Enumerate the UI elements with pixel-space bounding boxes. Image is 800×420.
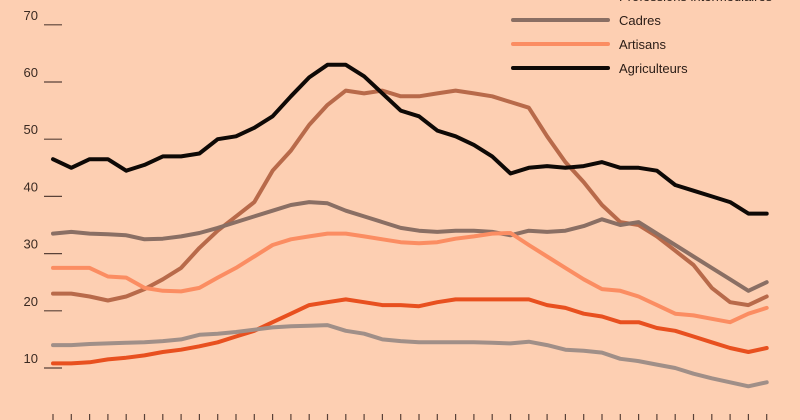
- y-tick-label-10: 10: [24, 351, 38, 366]
- legend: Professions intermédiaires Cadres Artisans…: [511, 0, 773, 76]
- y-tick-label-60: 60: [24, 65, 38, 80]
- series-lines: [51, 62, 769, 389]
- series-line-6: [51, 323, 769, 389]
- series-line-4: [51, 62, 769, 216]
- y-tick-label-20: 20: [24, 294, 38, 309]
- legend-label-3: Artisans: [619, 37, 666, 52]
- legend-label-2: Cadres: [619, 13, 661, 28]
- y-axis: 10 20 30 40 50 60 70: [24, 8, 62, 369]
- y-tick-label-40: 40: [24, 179, 38, 194]
- series-line-2: [51, 200, 769, 293]
- y-tick-label-70: 70: [24, 8, 38, 23]
- legend-label-4: Agriculteurs: [619, 61, 688, 76]
- series-line-3: [51, 231, 769, 325]
- series-line-5: [51, 297, 769, 366]
- x-axis: [52, 414, 768, 420]
- y-tick-label-50: 50: [24, 122, 38, 137]
- series-line-1: [51, 88, 769, 308]
- y-tick-label-30: 30: [24, 237, 38, 252]
- legend-label-1: Professions intermédiaires: [619, 0, 773, 4]
